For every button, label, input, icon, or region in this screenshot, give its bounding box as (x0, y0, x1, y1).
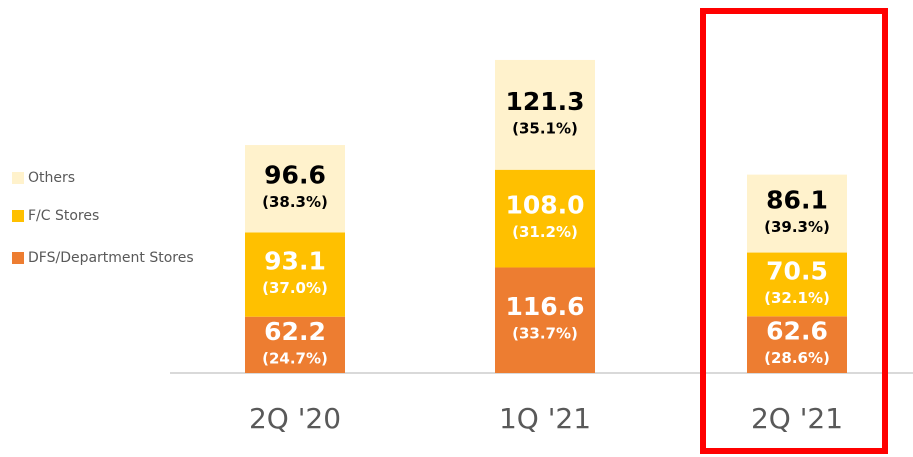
value-label: 62.6 (766, 317, 828, 346)
value-label: 86.1 (766, 186, 828, 215)
legend-label: Others (28, 170, 75, 186)
bar-segment (495, 59, 595, 170)
share-label: (31.2%) (512, 223, 578, 241)
bar-segment (245, 145, 345, 233)
value-label: 121.3 (505, 87, 584, 116)
value-label: 96.6 (264, 161, 326, 190)
legend-label: F/C Stores (28, 208, 99, 224)
share-label: (32.1%) (764, 289, 830, 307)
legend-label: DFS/Department Stores (28, 250, 194, 266)
share-label: (38.3%) (262, 193, 328, 211)
bar-segment (747, 252, 847, 317)
x-tick-label: 2Q '20 (249, 402, 341, 435)
bar-segment (245, 316, 345, 373)
share-label: (35.1%) (512, 119, 578, 137)
x-tick-label: 1Q '21 (499, 402, 591, 435)
bar-segment (747, 316, 847, 373)
bar-segment (495, 169, 595, 268)
legend-swatch (12, 252, 24, 264)
share-label: (39.3%) (764, 218, 830, 236)
share-label: (28.6%) (764, 349, 830, 367)
bar-segment (747, 174, 847, 253)
share-label: (24.7%) (262, 349, 328, 367)
highlight-box (700, 8, 888, 454)
legend-swatch (12, 172, 24, 184)
share-label: (37.0%) (262, 279, 328, 297)
value-label: 62.2 (264, 317, 326, 346)
value-label: 116.6 (505, 292, 584, 321)
x-tick-label: 2Q '21 (751, 402, 843, 435)
value-label: 93.1 (264, 247, 326, 276)
bar-segment (495, 267, 595, 373)
bar-segment (245, 232, 345, 317)
share-label: (33.7%) (512, 325, 578, 343)
value-label: 108.0 (505, 191, 584, 220)
legend-swatch (12, 210, 24, 222)
value-label: 70.5 (766, 256, 828, 285)
